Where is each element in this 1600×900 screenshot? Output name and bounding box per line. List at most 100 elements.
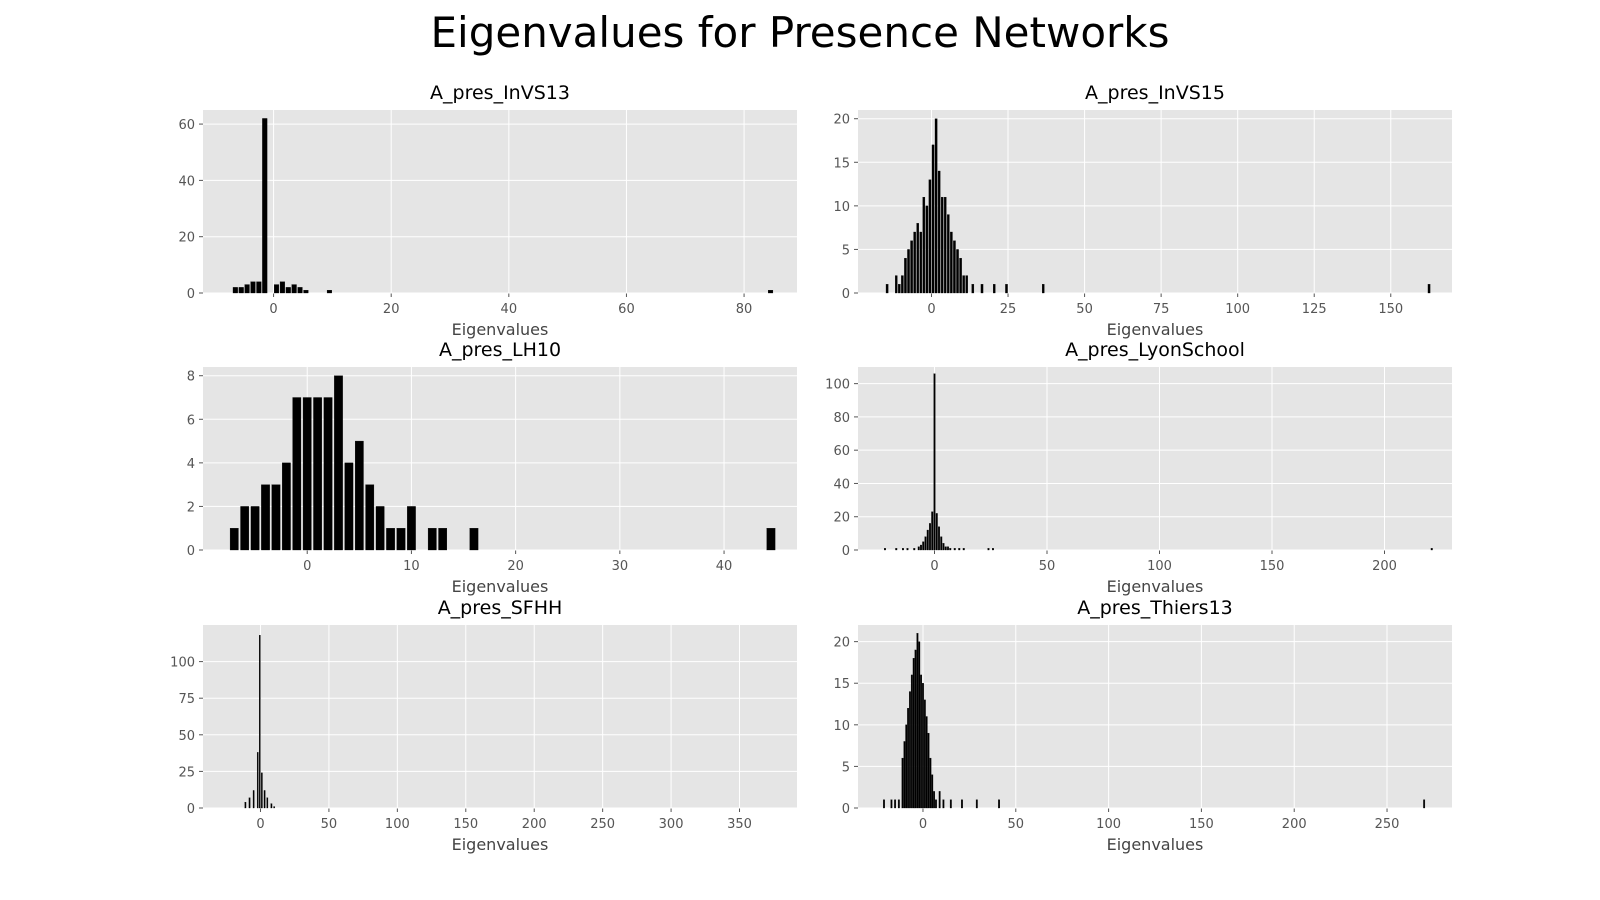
y-tick-label: 40: [833, 477, 850, 492]
bar: [933, 791, 935, 809]
bar: [998, 799, 1000, 809]
x-tick-label: 20: [383, 302, 400, 317]
bar: [1427, 284, 1431, 294]
bar: [365, 484, 375, 551]
bar: [912, 658, 915, 809]
y-tick-label: 5: [842, 243, 850, 258]
x-tick-label: 100: [1147, 559, 1172, 574]
y-tick-label: 8: [187, 370, 195, 385]
bar: [244, 801, 247, 809]
plot-area: [203, 367, 797, 550]
bar: [885, 284, 889, 294]
bar: [922, 541, 925, 551]
bar: [261, 484, 270, 551]
bar: [929, 523, 931, 551]
bar: [313, 397, 322, 551]
bar: [270, 803, 273, 809]
bar: [931, 144, 935, 294]
bar: [920, 544, 922, 551]
bar: [407, 506, 416, 551]
bar: [279, 281, 285, 294]
x-axis-label: Eigenvalues: [452, 577, 549, 596]
x-tick-label: 50: [1076, 302, 1093, 317]
bar: [248, 797, 251, 809]
bar: [922, 683, 924, 809]
y-tick-label: 60: [178, 118, 195, 133]
y-tick-label: 0: [842, 287, 850, 302]
bar: [924, 536, 927, 551]
bar: [274, 284, 280, 294]
x-tick-label: 25: [1000, 302, 1017, 317]
y-tick-label: 75: [178, 692, 195, 707]
y-tick-label: 60: [833, 444, 850, 459]
y-tick-label: 20: [178, 231, 195, 246]
bar: [266, 797, 269, 809]
bar: [938, 526, 940, 551]
y-tick-label: 20: [833, 636, 850, 651]
y-tick-label: 25: [178, 765, 195, 780]
y-tick-label: 10: [833, 719, 850, 734]
bar: [961, 799, 963, 809]
bar: [238, 287, 244, 294]
y-tick-label: 40: [178, 174, 195, 189]
y-tick-label: 0: [187, 544, 195, 559]
bar: [949, 799, 952, 809]
bar: [256, 752, 259, 809]
x-tick-label: 0: [930, 559, 938, 574]
bar: [975, 799, 978, 809]
subplot-title: A_pres_LyonSchool: [1065, 339, 1245, 361]
bar: [273, 806, 275, 809]
x-tick-label: 50: [1039, 559, 1056, 574]
x-tick-label: 250: [1375, 817, 1400, 832]
bar: [965, 275, 968, 294]
x-tick-label: 200: [1282, 817, 1307, 832]
bar: [980, 284, 984, 294]
plot-area: [858, 625, 1452, 808]
bar: [916, 633, 919, 809]
y-tick-label: 2: [187, 500, 195, 515]
bar: [334, 375, 343, 551]
bar: [344, 462, 354, 551]
subplot-title: A_pres_SFHH: [438, 597, 563, 619]
bar: [895, 548, 898, 551]
bar: [1042, 284, 1045, 294]
bar: [937, 170, 941, 294]
bar: [386, 528, 395, 551]
bar: [931, 774, 934, 809]
bar: [929, 757, 932, 809]
bar: [250, 506, 260, 551]
bar: [942, 799, 945, 809]
bar: [962, 275, 965, 294]
x-tick-label: 0: [269, 302, 277, 317]
bar: [940, 536, 943, 551]
bar: [944, 546, 947, 551]
bar: [302, 397, 312, 551]
x-tick-label: 60: [618, 302, 635, 317]
bar: [904, 257, 907, 294]
x-tick-label: 50: [321, 817, 338, 832]
y-tick-label: 15: [833, 677, 850, 692]
bar: [926, 529, 929, 551]
x-tick-label: 150: [1378, 302, 1403, 317]
bar: [927, 732, 930, 809]
y-tick-label: 5: [842, 760, 850, 775]
subplot-2: 0 25 50 75 100 125 150 0 5 10 15 20 A_pres_InVS15 Eig…: [833, 82, 1452, 339]
bar: [928, 179, 932, 294]
x-tick-label: 10: [403, 559, 420, 574]
x-tick-label: 0: [919, 817, 927, 832]
bar: [906, 548, 909, 551]
bar: [935, 799, 937, 809]
bar: [920, 674, 923, 809]
bar: [883, 799, 885, 809]
bar: [282, 462, 291, 551]
bar: [902, 548, 904, 551]
bar: [297, 287, 303, 294]
bar: [910, 240, 913, 294]
bar: [271, 484, 281, 551]
x-tick-label: 30: [612, 559, 629, 574]
plot-area: [203, 110, 797, 293]
bar: [1423, 799, 1426, 809]
bar: [958, 548, 961, 551]
x-tick-label: 0: [303, 559, 311, 574]
subplot-1: 0 20 40 60 80 0 20 40 60 A_pres_InVS13 Eigenvalues: [178, 82, 797, 339]
